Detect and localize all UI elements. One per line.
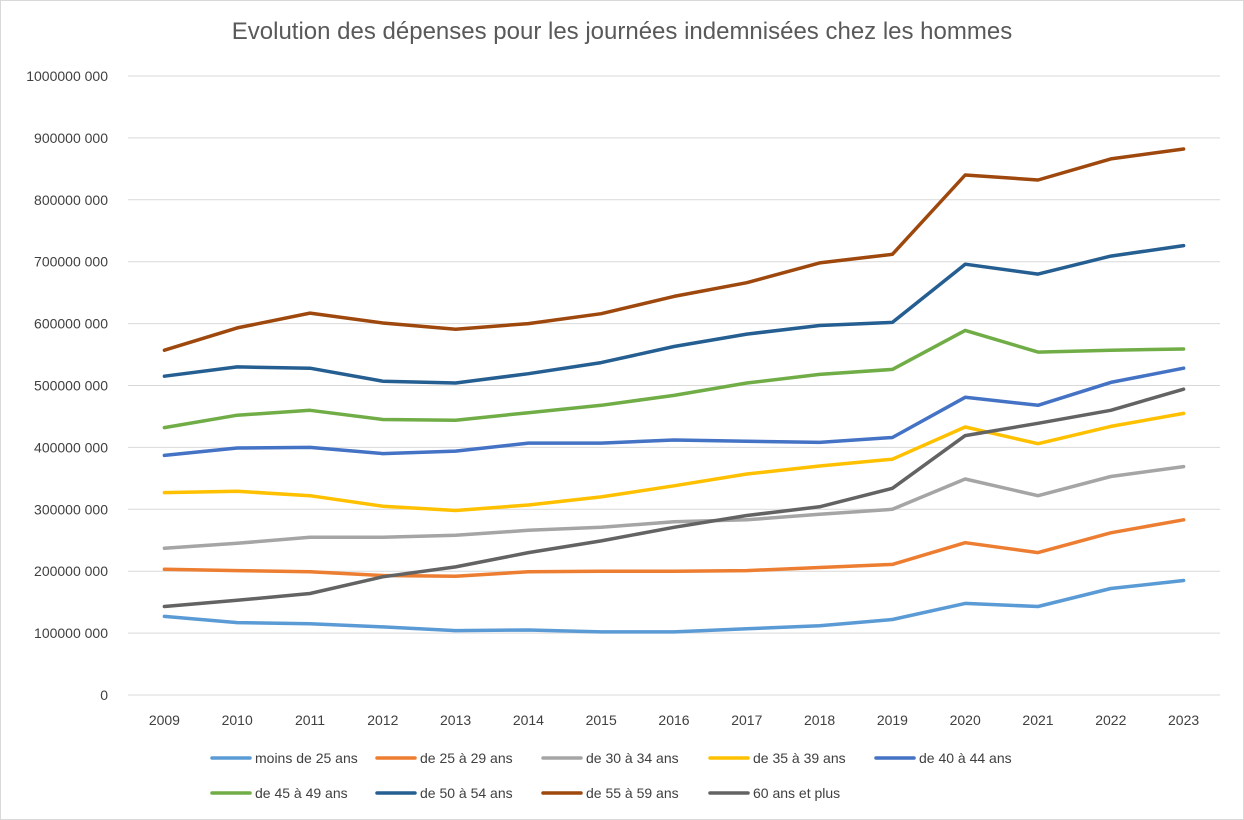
x-tick-label: 2016	[658, 712, 689, 728]
y-tick-label: 600000 000	[34, 316, 108, 332]
x-tick-label: 2020	[950, 712, 981, 728]
x-tick-label: 2018	[804, 712, 835, 728]
legend-item-1: moins de 25 ans	[210, 750, 358, 766]
y-axis-ticks: 0 100000 000 200000 000 300000 000 400000 00…	[26, 68, 108, 703]
x-tick-label: 2022	[1095, 712, 1126, 728]
grid-layer	[128, 75, 1220, 696]
y-tick-label: 500000 000	[34, 378, 108, 394]
x-tick-label: 2012	[367, 712, 398, 728]
x-tick-label: 2014	[513, 712, 544, 728]
y-tick-label: 900000 000	[34, 130, 108, 146]
y-tick-label: 700000 000	[34, 254, 108, 270]
legend-item-5: de 40 à 44 ans	[874, 750, 1012, 766]
legend-item-3: de 30 à 34 ans	[541, 750, 679, 766]
legend-item-9: 60 ans et plus	[708, 785, 840, 801]
y-tick-label: 1000000 000	[26, 68, 108, 84]
legend-label: de 50 à 54 ans	[420, 785, 513, 801]
series-line-6	[162, 328, 1186, 430]
legend-label: de 35 à 39 ans	[753, 750, 846, 766]
chart-title: Evolution des dépenses pour les journées…	[231, 18, 1013, 45]
legend-label: de 30 à 34 ans	[586, 750, 679, 766]
legend-item-8: de 55 à 59 ans	[541, 785, 679, 801]
y-tick-label: 300000 000	[34, 501, 108, 517]
legend-label: de 25 à 29 ans	[420, 750, 513, 766]
legend-item-2: de 25 à 29 ans	[375, 750, 513, 766]
series-line-2	[162, 518, 1186, 578]
y-tick-label: 200000 000	[34, 563, 108, 579]
x-tick-label: 2019	[877, 712, 908, 728]
series-line-7	[162, 243, 1186, 385]
legend-label: de 40 à 44 ans	[919, 750, 1012, 766]
y-tick-label: 100000 000	[34, 625, 108, 641]
legend-item-7: de 50 à 54 ans	[375, 785, 513, 801]
legend: moins de 25 ans de 25 à 29 ans de 30 à 34 …	[210, 750, 1012, 801]
x-tick-label: 2011	[295, 712, 325, 728]
y-tick-label: 0	[100, 687, 108, 703]
x-tick-label: 2023	[1168, 712, 1199, 728]
legend-label: de 45 à 49 ans	[255, 785, 348, 801]
legend-item-6: de 45 à 49 ans	[210, 785, 348, 801]
legend-item-4: de 35 à 39 ans	[708, 750, 846, 766]
legend-label: 60 ans et plus	[753, 785, 840, 801]
x-tick-label: 2009	[149, 712, 180, 728]
y-tick-label: 800000 000	[34, 192, 108, 208]
series-line-3	[162, 464, 1186, 551]
series-line-1	[162, 578, 1186, 634]
x-tick-label: 2017	[731, 712, 762, 728]
x-tick-label: 2010	[222, 712, 253, 728]
x-tick-label: 2015	[586, 712, 617, 728]
series-line-5	[162, 366, 1186, 458]
series-layer	[162, 147, 1186, 634]
series-line-8	[162, 147, 1186, 352]
x-tick-label: 2013	[440, 712, 471, 728]
series-line-9	[162, 387, 1186, 609]
y-tick-label: 400000 000	[34, 439, 108, 455]
legend-label: de 55 à 59 ans	[586, 785, 679, 801]
series-line-4	[162, 411, 1186, 513]
x-tick-label: 2021	[1022, 712, 1053, 728]
x-axis-ticks: 2009 2010 2011 2012 2013 2014 2015 2016 2017 2018…	[149, 712, 1200, 728]
legend-label: moins de 25 ans	[255, 750, 358, 766]
